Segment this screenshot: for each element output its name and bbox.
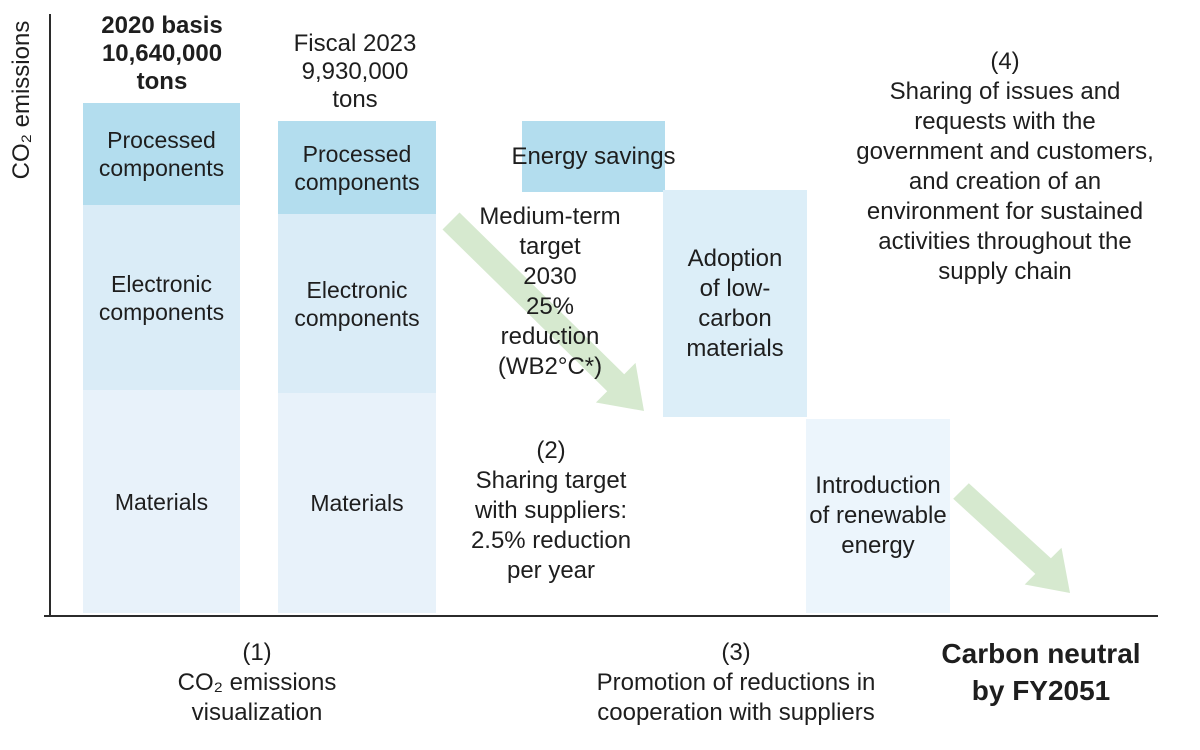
segment-label: Electronic components <box>294 276 420 331</box>
box-label: Introduction of renewable energy <box>809 472 947 559</box>
segment-label: Processed components <box>98 127 225 181</box>
energy-savings-box: Energy savings <box>511 121 676 192</box>
bar-2020-segment-processed: Processed components <box>83 103 240 205</box>
segment-label: Materials <box>114 488 209 515</box>
medium-term-target-note: Medium-term target 2030 25% reduction (W… <box>479 203 621 380</box>
segment-label: Electronic components <box>98 270 225 325</box>
bar-2020-segment-electronic: Electronic components <box>83 205 240 390</box>
down-right-arrow-icon <box>953 483 1070 593</box>
box-label: Adoption of low- carbon materials <box>686 244 784 362</box>
step1-label: (1) CO₂ emissions visualization <box>177 639 337 726</box>
adoption-low-carbon-box: Adoption of low- carbon materials <box>663 190 807 417</box>
arrow-shape <box>953 483 1070 593</box>
x-axis-line <box>44 615 1158 617</box>
step4-note: (4) Sharing of issues and requests with … <box>856 48 1154 285</box>
arrow-shape <box>442 212 644 411</box>
step2-note: (2) Sharing target with suppliers: 2.5% … <box>470 437 632 584</box>
bar-2023-title: Fiscal 2023 9,930,000 tons <box>293 30 417 113</box>
renewable-energy-box: Introduction of renewable energy <box>806 419 950 613</box>
step3-label: (3) Promotion of reductions in cooperati… <box>596 639 876 726</box>
segment-label: Processed components <box>294 140 420 195</box>
y-axis-line <box>49 14 51 617</box>
segment-label: Materials <box>310 490 404 516</box>
bar-2023-segment-electronic: Electronic components <box>278 214 436 393</box>
bar-2023-segment-materials: Materials <box>278 393 436 613</box>
down-right-arrow-icon <box>442 212 644 411</box>
bar-2023-segment-processed: Processed components <box>278 121 436 214</box>
bar-2020-title: 2020 basis 10,640,000 tons <box>101 12 223 95</box>
carbon-neutral-goal-label: Carbon neutral by FY2051 <box>941 638 1141 706</box>
y-axis-label: CO₂ emissions <box>8 20 35 180</box>
bar-2020-segment-materials: Materials <box>83 390 240 613</box>
box-label: Energy savings <box>511 142 676 170</box>
